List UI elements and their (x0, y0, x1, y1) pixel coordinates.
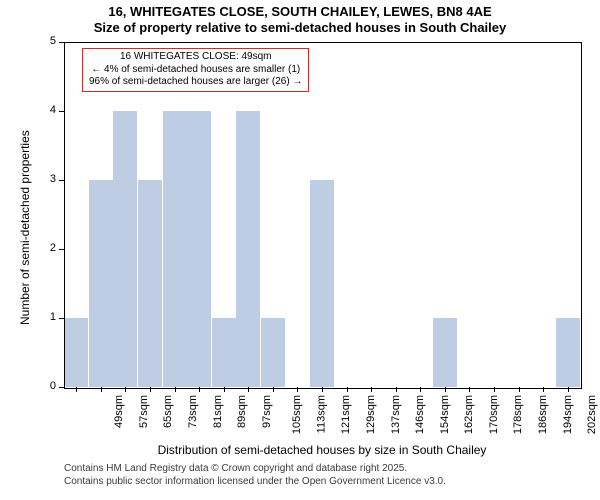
x-tick-label: 178sqm (513, 395, 525, 434)
x-tick-label: 113sqm (315, 395, 327, 433)
x-tick-label: 97sqm (261, 395, 273, 428)
x-tick (347, 387, 348, 392)
y-tick (59, 387, 64, 388)
x-axis-label: Distribution of semi-detached houses by … (64, 443, 580, 457)
y-tick-label: 3 (0, 173, 56, 185)
y-tick-label: 2 (0, 242, 56, 254)
x-tick (469, 387, 470, 392)
footer-line1: Contains HM Land Registry data © Crown c… (64, 463, 446, 476)
x-tick-label: 162sqm (463, 395, 475, 434)
annotation-line2: ← 4% of semi-detached houses are smaller… (89, 64, 302, 77)
bar (433, 318, 457, 387)
x-tick (420, 387, 421, 392)
x-tick (175, 387, 176, 392)
x-tick-label: 170sqm (488, 395, 500, 434)
x-tick (224, 387, 225, 392)
x-tick-label: 81sqm (212, 395, 224, 428)
bar (64, 318, 88, 387)
annotation-line3: 96% of semi-detached houses are larger (… (89, 76, 302, 89)
x-tick (371, 387, 372, 392)
bar (113, 111, 137, 387)
bar (556, 318, 580, 387)
x-tick (543, 387, 544, 392)
y-axis-label: Number of semi-detached properties (18, 130, 32, 325)
bar (236, 111, 260, 387)
y-tick-label: 4 (0, 104, 56, 116)
bar (89, 180, 113, 387)
x-tick-label: 186sqm (537, 395, 549, 434)
bar (163, 111, 187, 387)
footer-text: Contains HM Land Registry data © Crown c… (64, 463, 446, 488)
x-tick-label: 73sqm (187, 395, 199, 428)
x-tick-label: 194sqm (562, 395, 574, 434)
x-tick (248, 387, 249, 392)
x-tick (273, 387, 274, 392)
footer-line2: Contains public sector information licen… (64, 476, 446, 489)
x-tick-label: 49sqm (113, 395, 125, 428)
y-tick (59, 180, 64, 181)
chart-title-line2: Size of property relative to semi-detach… (0, 20, 600, 36)
x-tick (568, 387, 569, 392)
x-tick (297, 387, 298, 392)
chart-title-line1: 16, WHITEGATES CLOSE, SOUTH CHAILEY, LEW… (0, 4, 600, 20)
annotation-box: 16 WHITEGATES CLOSE: 49sqm ← 4% of semi-… (82, 48, 309, 92)
x-tick (199, 387, 200, 392)
y-tick-label: 0 (0, 380, 56, 392)
y-tick (59, 111, 64, 112)
bar (310, 180, 334, 387)
bar (212, 318, 236, 387)
x-tick-label: 89sqm (236, 395, 248, 428)
y-tick (59, 249, 64, 250)
x-tick (101, 387, 102, 392)
x-tick-label: 65sqm (162, 395, 174, 428)
x-tick-label: 137sqm (390, 395, 402, 434)
x-tick (322, 387, 323, 392)
x-tick (150, 387, 151, 392)
y-tick-label: 1 (0, 311, 56, 323)
x-tick-label: 154sqm (439, 395, 451, 434)
x-tick-label: 129sqm (365, 395, 377, 434)
y-tick (59, 42, 64, 43)
bar (138, 180, 162, 387)
x-tick-label: 105sqm (291, 395, 303, 434)
x-tick (494, 387, 495, 392)
x-tick (76, 387, 77, 392)
x-tick (445, 387, 446, 392)
y-tick-label: 5 (0, 35, 56, 47)
x-tick (396, 387, 397, 392)
x-tick (519, 387, 520, 392)
bar (187, 111, 211, 387)
x-tick (125, 387, 126, 392)
x-tick-label: 202sqm (586, 395, 598, 434)
bar (261, 318, 285, 387)
x-tick-label: 121sqm (341, 395, 353, 434)
x-tick-label: 57sqm (138, 395, 150, 428)
x-tick-label: 146sqm (414, 395, 426, 434)
annotation-line1: 16 WHITEGATES CLOSE: 49sqm (89, 51, 302, 64)
